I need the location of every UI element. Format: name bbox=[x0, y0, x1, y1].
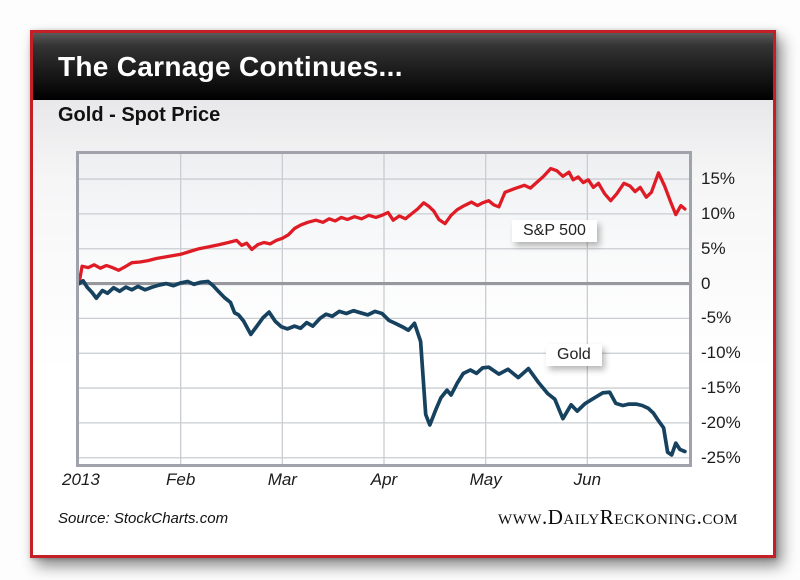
x-axis-tick-label: Jun bbox=[573, 470, 602, 489]
y-axis-tick-label: 5% bbox=[701, 238, 726, 258]
y-axis-tick-label: -25% bbox=[701, 447, 741, 467]
chart-svg bbox=[79, 154, 689, 464]
chart-subtitle: Gold - Spot Price bbox=[58, 104, 221, 126]
y-axis-tick-label: 0 bbox=[701, 273, 711, 293]
y-axis-tick-label: -15% bbox=[701, 378, 741, 398]
y-axis-tick-label: 15% bbox=[701, 169, 736, 189]
y-axis-tick-label: -5% bbox=[701, 308, 732, 328]
y-axis-tick-label: -10% bbox=[701, 343, 741, 363]
y-axis-tick-label: -20% bbox=[701, 412, 741, 432]
site-credit: www.DailyReckoning.com bbox=[498, 505, 738, 529]
y-axis-tick-label: 10% bbox=[701, 203, 736, 223]
x-axis-tick-label: Mar bbox=[267, 470, 297, 489]
series-label-sp500: S&P 500 bbox=[512, 220, 597, 242]
series-line-s-p-500 bbox=[79, 166, 687, 286]
series-line-gold bbox=[79, 278, 687, 457]
x-axis-tick-label: Apr bbox=[370, 470, 398, 489]
x-axis-tick-label: Feb bbox=[166, 470, 196, 489]
page-title: The Carnage Continues... bbox=[58, 51, 403, 82]
x-axis-tick-label: May bbox=[469, 470, 502, 489]
x-axis-tick-label: 2013 bbox=[62, 470, 100, 489]
chart-plot-area bbox=[76, 151, 692, 467]
source-credit: Source: StockCharts.com bbox=[58, 510, 229, 527]
series-label-gold: Gold bbox=[546, 344, 602, 366]
header-bar: The Carnage Continues... bbox=[33, 33, 773, 100]
